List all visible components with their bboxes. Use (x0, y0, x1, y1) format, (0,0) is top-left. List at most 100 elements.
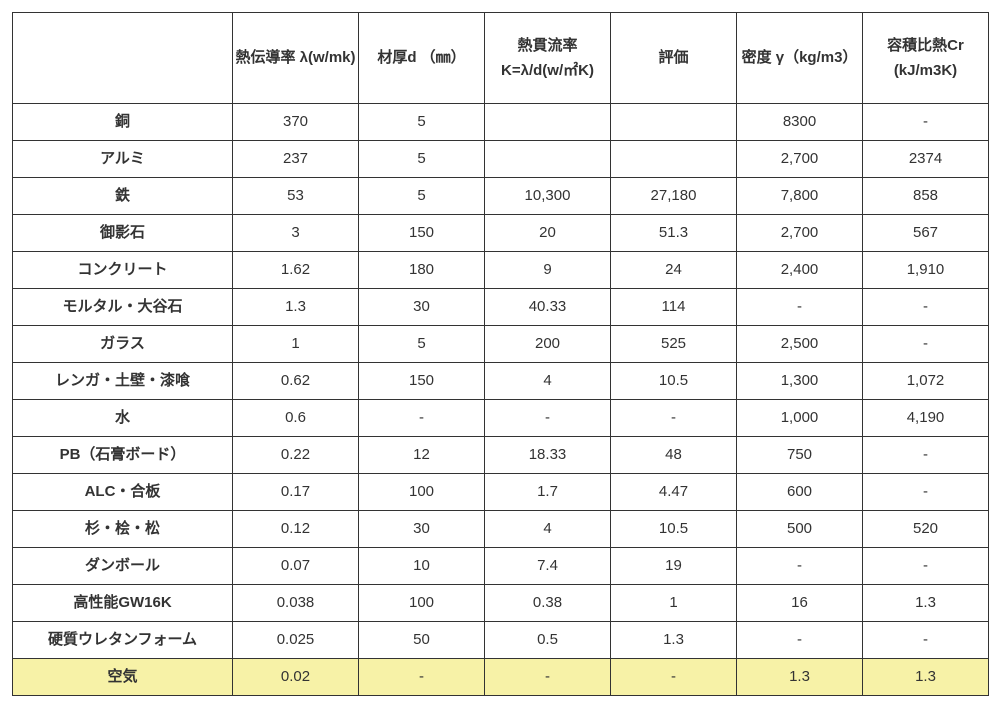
table-row: 杉・桧・松0.1230410.5500520 (13, 511, 989, 548)
cell: 2,500 (737, 326, 863, 363)
cell: 40.33 (485, 289, 611, 326)
table-row: 硬質ウレタンフォーム0.025500.51.3-- (13, 622, 989, 659)
cell: 3 (233, 215, 359, 252)
cell: 30 (359, 511, 485, 548)
cell: 50 (359, 622, 485, 659)
cell: 7.4 (485, 548, 611, 585)
cell: 1,300 (737, 363, 863, 400)
cell: 8300 (737, 104, 863, 141)
row-label: 御影石 (13, 215, 233, 252)
cell: 500 (737, 511, 863, 548)
cell: 4 (485, 511, 611, 548)
cell (485, 104, 611, 141)
table-row: 空気0.02---1.31.3 (13, 659, 989, 696)
cell: 100 (359, 474, 485, 511)
cell: 48 (611, 437, 737, 474)
cell: - (737, 548, 863, 585)
cell: 2,700 (737, 215, 863, 252)
cell: 7,800 (737, 178, 863, 215)
cell: 2,400 (737, 252, 863, 289)
cell: 1.3 (737, 659, 863, 696)
cell: 150 (359, 215, 485, 252)
cell (485, 141, 611, 178)
cell: - (863, 474, 989, 511)
row-label: モルタル・大谷石 (13, 289, 233, 326)
cell: 10.5 (611, 511, 737, 548)
cell: 0.22 (233, 437, 359, 474)
cell: 27,180 (611, 178, 737, 215)
table-row: 高性能GW16K0.0381000.381161.3 (13, 585, 989, 622)
cell: 19 (611, 548, 737, 585)
cell: - (485, 400, 611, 437)
cell: - (863, 548, 989, 585)
table-body: 銅37058300-アルミ23752,7002374鉄53510,30027,1… (13, 104, 989, 696)
cell: - (863, 326, 989, 363)
cell: - (359, 400, 485, 437)
cell: - (359, 659, 485, 696)
cell: 10,300 (485, 178, 611, 215)
cell: 0.12 (233, 511, 359, 548)
col-density: 密度 γ（kg/m3） (737, 13, 863, 104)
cell: 2,700 (737, 141, 863, 178)
cell: 5 (359, 104, 485, 141)
col-thickness: 材厚d （㎜） (359, 13, 485, 104)
cell: 1 (611, 585, 737, 622)
row-label: ガラス (13, 326, 233, 363)
cell: 0.62 (233, 363, 359, 400)
cell: - (863, 437, 989, 474)
col-volumetric-heat-capacity: 容積比熱Cr (kJ/m3K) (863, 13, 989, 104)
cell: 1.3 (863, 659, 989, 696)
cell: 5 (359, 326, 485, 363)
row-label: 空気 (13, 659, 233, 696)
cell: 0.07 (233, 548, 359, 585)
cell: 1.7 (485, 474, 611, 511)
cell: 237 (233, 141, 359, 178)
cell: 2374 (863, 141, 989, 178)
cell: - (737, 289, 863, 326)
table-header: 熱伝導率 λ(w/mk) 材厚d （㎜） 熱貫流率 K=λ/d(w/㎡K) 評価… (13, 13, 989, 104)
row-label: 高性能GW16K (13, 585, 233, 622)
table-row: ガラス152005252,500- (13, 326, 989, 363)
cell: 1,000 (737, 400, 863, 437)
cell: - (863, 622, 989, 659)
col-thermal-conductivity: 熱伝導率 λ(w/mk) (233, 13, 359, 104)
table-row: 鉄53510,30027,1807,800858 (13, 178, 989, 215)
row-label: ダンボール (13, 548, 233, 585)
cell: 100 (359, 585, 485, 622)
table-row: 御影石31502051.32,700567 (13, 215, 989, 252)
cell: 53 (233, 178, 359, 215)
row-label: PB（石膏ボード） (13, 437, 233, 474)
cell: 18.33 (485, 437, 611, 474)
cell: 1,910 (863, 252, 989, 289)
cell: 750 (737, 437, 863, 474)
row-label: 鉄 (13, 178, 233, 215)
col-thermal-transmittance: 熱貫流率 K=λ/d(w/㎡K) (485, 13, 611, 104)
cell: 16 (737, 585, 863, 622)
cell: 30 (359, 289, 485, 326)
col-material (13, 13, 233, 104)
cell: 5 (359, 178, 485, 215)
row-label: アルミ (13, 141, 233, 178)
cell: 4,190 (863, 400, 989, 437)
cell: 1.3 (611, 622, 737, 659)
cell (611, 141, 737, 178)
cell: 4.47 (611, 474, 737, 511)
table-row: ALC・合板0.171001.74.47600- (13, 474, 989, 511)
row-label: 銅 (13, 104, 233, 141)
cell: 0.025 (233, 622, 359, 659)
cell: 1 (233, 326, 359, 363)
table-row: ダンボール0.07107.419-- (13, 548, 989, 585)
cell: - (611, 400, 737, 437)
row-label: 杉・桧・松 (13, 511, 233, 548)
cell: 520 (863, 511, 989, 548)
cell: 1,072 (863, 363, 989, 400)
cell: 12 (359, 437, 485, 474)
cell: 180 (359, 252, 485, 289)
cell: 4 (485, 363, 611, 400)
cell: 10.5 (611, 363, 737, 400)
cell: 858 (863, 178, 989, 215)
table-row: 銅37058300- (13, 104, 989, 141)
cell: 9 (485, 252, 611, 289)
cell: 150 (359, 363, 485, 400)
table-row: モルタル・大谷石1.33040.33114-- (13, 289, 989, 326)
